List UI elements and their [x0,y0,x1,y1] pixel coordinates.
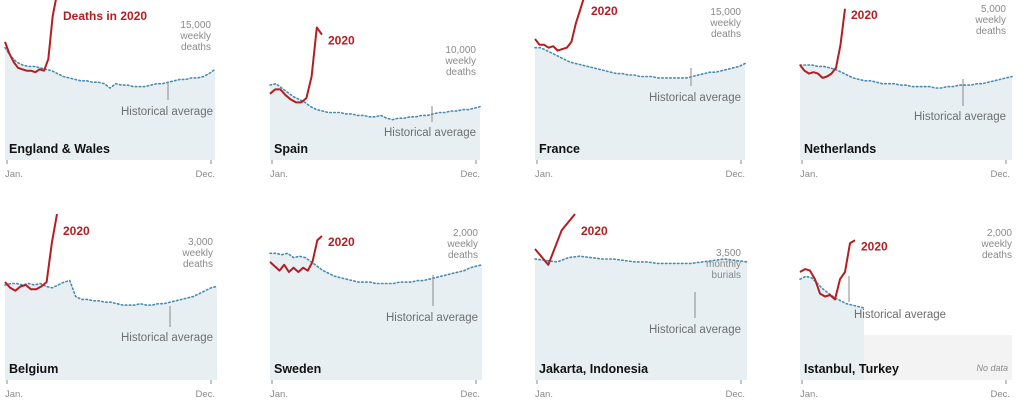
scale-label-4: 5,000 [981,4,1006,15]
panel-title-2: Spain [274,142,308,156]
jan-label-5: Jan. [5,389,23,400]
no-data-region [864,335,1012,380]
historical-average-label-3: Historical average [649,92,741,104]
year-2020-label-3: 2020 [591,4,618,18]
historical-average-label-5: Historical average [121,332,213,344]
panel-title-8: Istanbul, Turkey [804,362,899,376]
scale-label-1: deaths [181,42,211,53]
year-2020-label-6: 2020 [328,235,355,249]
jan-label-6: Jan. [270,389,288,400]
dec-label-8: Dec. [990,389,1010,400]
historical-area-3 [535,47,745,161]
no-data-label: No data [976,363,1008,373]
jan-label-8: Jan. [800,389,818,400]
historical-area-5 [5,280,217,380]
historical-average-label-1: Historical average [121,106,213,118]
line-2020-3 [534,0,585,52]
dec-label-4: Dec. [990,169,1010,180]
historical-line-7 [534,255,748,265]
scale-label-3: weekly [709,18,741,29]
historical-area-1 [5,47,215,161]
historical-line-3 [534,46,746,79]
panel-title-6: Sweden [274,362,321,376]
historical-area-2 [270,83,480,160]
scale-label-4: deaths [976,26,1006,37]
scale-label-8: 2,000 [987,228,1012,239]
scale-label-3: 15,000 [710,7,741,18]
panel-title-7: Jakarta, Indonesia [539,362,649,376]
jan-label-3: Jan. [535,169,553,180]
scale-label-6: deaths [448,250,478,261]
scale-label-8: weekly [980,239,1012,250]
jan-label-4: Jan. [800,169,818,180]
year-2020-label-8: 2020 [861,239,888,253]
scale-label-7: 3,500 [716,248,741,259]
scale-label-2: weekly [444,56,476,67]
scale-label-6: weekly [446,239,478,250]
panel-title-3: France [539,142,580,156]
deaths-in-2020-label: Deaths in 2020 [63,9,147,23]
jan-label-1: Jan. [5,169,23,180]
dec-label-2: Dec. [460,169,480,180]
scale-label-5: deaths [183,259,213,270]
line-2020-5 [4,213,58,292]
line-2020-1 [4,0,57,74]
scale-label-2: 10,000 [445,45,476,56]
historical-average-label-6: Historical average [386,312,478,324]
panel-title-5: Belgium [9,362,58,376]
year-2020-label-4: 2020 [851,8,878,22]
historical-area-7 [535,256,747,380]
scale-label-6: 2,000 [453,228,478,239]
dec-label-6: Dec. [460,389,480,400]
historical-average-label-8: Historical average [854,309,946,321]
historical-average-label-7: Historical average [649,324,741,336]
dec-label-1: Dec. [195,169,215,180]
scale-label-5: weekly [181,248,213,259]
line-2020-6 [269,235,323,273]
scale-label-7: burials [712,270,741,281]
scale-label-4: weekly [974,15,1006,26]
historical-average-label-4: Historical average [914,111,1006,123]
scale-label-3: deaths [711,29,741,40]
dec-label-7: Dec. [725,389,745,400]
historical-line-2 [269,82,481,121]
scale-label-1: weekly [179,31,211,42]
historical-area-8 [800,276,864,380]
scale-label-8: deaths [982,250,1012,261]
line-2020-7 [534,213,576,266]
historical-area-6 [270,253,482,380]
year-2020-label-2: 2020 [328,34,355,48]
dec-label-3: Dec. [725,169,745,180]
scale-label-1: 15,000 [180,20,211,31]
scale-label-7: monthly [706,259,741,270]
historical-average-label-2: Historical average [384,127,476,139]
year-2020-label-7: 2020 [581,224,608,238]
panel-title-4: Netherlands [804,142,876,156]
dec-label-5: Dec. [195,389,215,400]
panel-title-1: England & Wales [9,142,110,156]
year-2020-label-5: 2020 [63,224,90,238]
scale-label-2: deaths [446,67,476,78]
historical-area-4 [800,65,1012,160]
line-2020-2 [269,26,323,104]
historical-line-6 [269,252,483,285]
line-2020-4 [799,8,846,79]
jan-label-7: Jan. [535,389,553,400]
scale-label-5: 3,000 [188,237,213,248]
line-2020-8 [799,239,856,301]
historical-line-5 [4,279,218,306]
jan-label-2: Jan. [270,169,288,180]
historical-line-1 [4,46,216,89]
